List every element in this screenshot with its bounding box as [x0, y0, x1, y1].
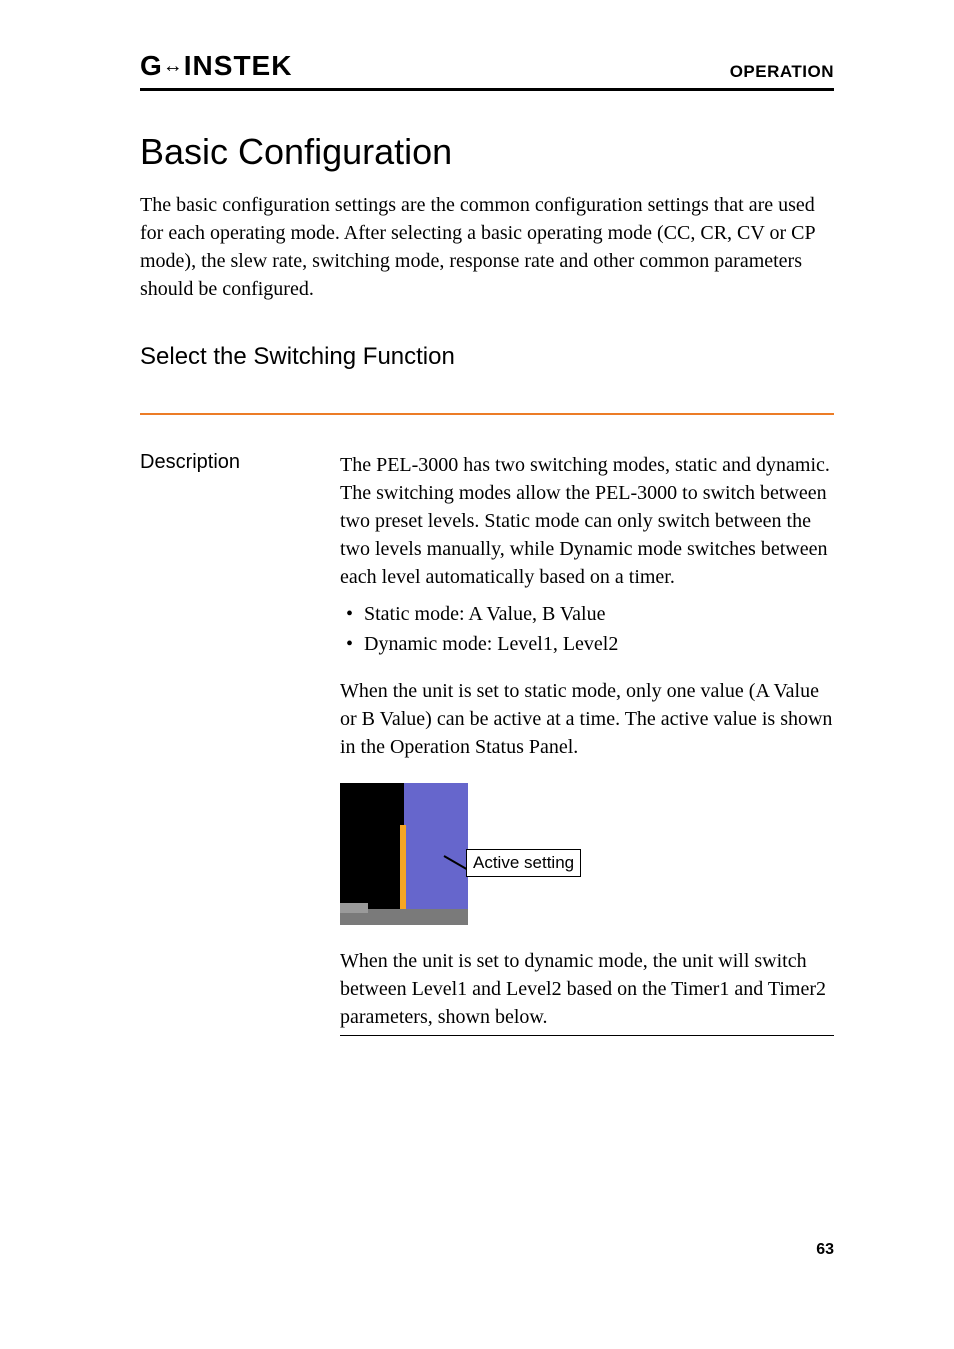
description-p2: When the unit is set to static mode, onl…	[340, 677, 834, 761]
page-number: 63	[816, 1241, 834, 1259]
brand-rest: INSTEK	[184, 50, 293, 82]
diagram-black	[340, 783, 404, 911]
intro-paragraph: The basic configuration settings are the…	[140, 191, 834, 303]
brand-g: G	[140, 50, 163, 82]
bottom-rule	[340, 1035, 834, 1036]
description-row: Description The PEL-3000 has two switchi…	[140, 451, 834, 1036]
mode-list: Static mode: A Value, B Value Dynamic mo…	[340, 599, 834, 659]
description-p1: The PEL-3000 has two switching modes, st…	[340, 451, 834, 591]
diagram-gray2	[340, 903, 368, 913]
page-title: Basic Configuration	[140, 131, 834, 173]
list-item: Dynamic mode: Level1, Level2	[340, 629, 834, 659]
description-content: The PEL-3000 has two switching modes, st…	[340, 451, 834, 1036]
page-header: G↔INSTEK OPERATION	[140, 50, 834, 91]
list-item: Static mode: A Value, B Value	[340, 599, 834, 629]
section-label: OPERATION	[730, 62, 834, 82]
brand-u: ↔	[163, 55, 184, 78]
subsection-rule	[140, 413, 834, 415]
diagram-selection	[406, 825, 468, 911]
brand-logo: G↔INSTEK	[140, 50, 292, 82]
description-p3: When the unit is set to dynamic mode, th…	[340, 947, 834, 1031]
callout-label: Active setting	[466, 849, 581, 877]
diagram-highlight	[400, 825, 406, 911]
description-label: Description	[140, 451, 340, 474]
status-panel-diagram: Active setting	[340, 783, 600, 925]
subsection-heading: Select the Switching Function	[140, 343, 834, 377]
